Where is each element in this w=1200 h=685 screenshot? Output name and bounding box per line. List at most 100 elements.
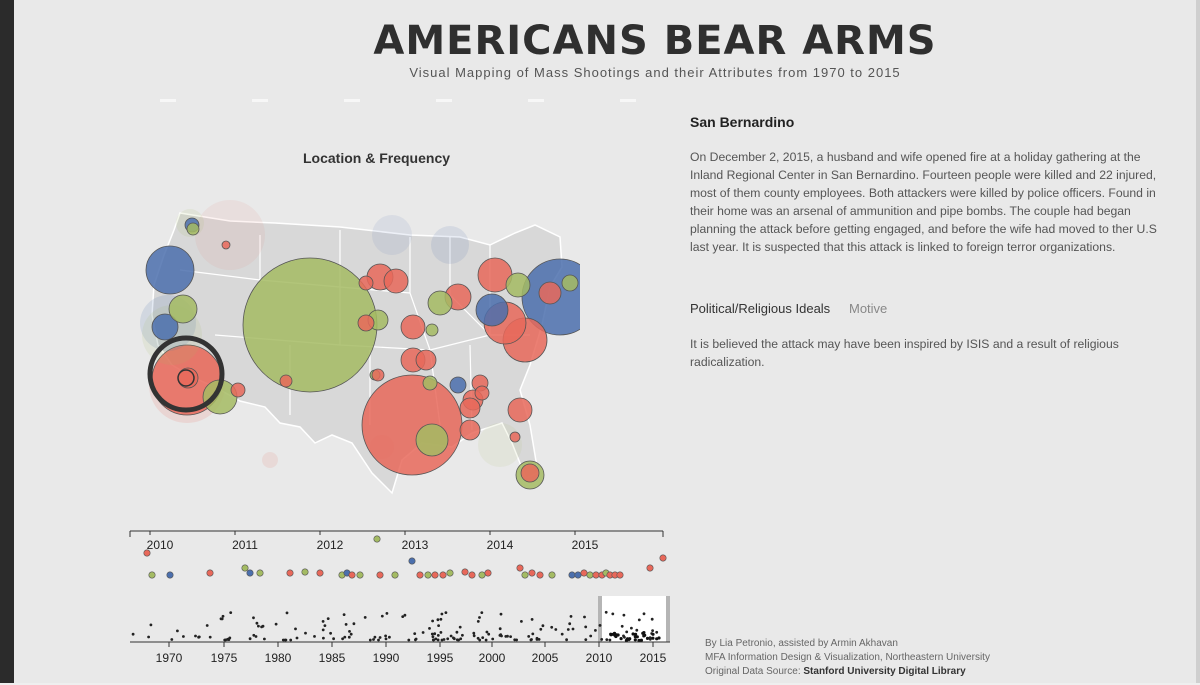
timeline-top-year-label: 2013: [402, 538, 429, 552]
timeline-incident-dot: [646, 564, 654, 572]
density-dot: [584, 625, 588, 629]
density-dot: [257, 624, 260, 628]
density-dot: [637, 618, 641, 622]
density-dot: [428, 627, 431, 630]
nav-dash-1[interactable]: [160, 99, 176, 102]
density-dot: [478, 616, 481, 619]
density-dot: [260, 625, 263, 629]
timeline-density-dots: [131, 610, 661, 643]
nav-dash-2[interactable]: [252, 99, 268, 102]
density-dot: [637, 638, 641, 643]
credits-program: MFA Information Design & Visualization, …: [705, 652, 990, 663]
density-dot: [550, 625, 554, 629]
timeline-incident-dot: [241, 564, 249, 572]
density-dot: [304, 631, 307, 635]
timeline-incident-dot: [356, 571, 364, 579]
density-dot: [491, 637, 495, 641]
us-bubble-map[interactable]: [110, 175, 599, 520]
timeline-top-year-label: 2015: [572, 538, 599, 552]
density-dot: [481, 636, 485, 639]
density-dot: [478, 638, 482, 642]
shooting-bubbles[interactable]: [140, 200, 599, 490]
page-subtitle: Visual Mapping of Mass Shootings and the…: [409, 65, 901, 80]
shooting-bubble: [383, 268, 409, 294]
window-frame-left: [0, 0, 14, 683]
timeline-incident-dot: [424, 571, 432, 579]
density-dot: [650, 617, 654, 621]
nav-dash-5[interactable]: [528, 99, 544, 102]
shooting-bubble: [279, 374, 293, 388]
density-dot: [433, 632, 437, 636]
shooting-bubble: [538, 281, 562, 305]
density-dot: [631, 632, 635, 636]
density-dot: [344, 623, 348, 626]
shooting-bubble: [507, 397, 533, 423]
timeline-incident-dot: [439, 571, 447, 579]
timeline-incident-dot: [206, 569, 214, 577]
density-dot: [611, 612, 615, 616]
shooting-bubble: [372, 215, 412, 255]
shooting-bubble: [415, 423, 449, 457]
timeline-incident-dot: [586, 571, 594, 579]
timeline-dot-row[interactable]: [143, 535, 667, 579]
brush-handle-left[interactable]: [598, 596, 602, 642]
timeline-incident-dot: [166, 571, 174, 579]
nav-dash-6[interactable]: [620, 99, 636, 102]
nav-dash-3[interactable]: [344, 99, 360, 102]
density-dot: [343, 635, 347, 639]
density-dot: [530, 618, 534, 621]
timeline-bottom-year-label: 1985: [319, 651, 346, 665]
density-dot: [634, 632, 638, 636]
density-dot: [446, 637, 450, 641]
timeline-incident-dot: [484, 569, 492, 577]
density-dot: [645, 636, 650, 640]
density-dot: [620, 624, 624, 628]
density-dot: [436, 634, 440, 637]
shooting-bubble: [431, 226, 469, 264]
density-dot: [625, 637, 629, 641]
ideals-tab[interactable]: Political/Religious Ideals: [690, 301, 831, 316]
shooting-bubble: [425, 323, 439, 337]
timeline-bottom-axis: 1970 1975 1980 1985 1990 1995 2000 2005 2010 2015: [130, 641, 670, 665]
shooting-bubble: [505, 272, 531, 298]
data-source-link[interactable]: Stanford University Digital Library: [803, 666, 966, 677]
density-dot: [323, 624, 327, 627]
density-dot: [487, 632, 491, 636]
density-dot: [455, 638, 459, 642]
density-dot: [380, 614, 384, 618]
shooting-bubble: [415, 349, 437, 371]
density-dot: [648, 636, 652, 639]
density-dot: [531, 632, 535, 636]
nav-dash-4[interactable]: [436, 99, 452, 102]
shooting-bubble: [509, 431, 521, 443]
shooting-bubble: [520, 463, 540, 483]
density-dot: [322, 636, 325, 640]
motive-tab[interactable]: Motive: [849, 301, 888, 316]
density-dot: [472, 634, 476, 638]
density-dot: [252, 633, 256, 637]
density-dot: [255, 621, 259, 625]
shooting-bubble: [151, 313, 179, 341]
timeline-incident-dot: [431, 571, 439, 579]
density-dot: [221, 614, 225, 618]
density-dot: [436, 618, 440, 622]
density-dot: [642, 612, 646, 616]
density-dot: [628, 637, 632, 641]
timeline-panel[interactable]: 2010 2011 2012 2013 2014 2015 1970 1975 1980 198…: [120, 520, 680, 680]
brush-handle-right[interactable]: [666, 596, 670, 642]
timeline-bottom-year-label: 1990: [373, 651, 400, 665]
density-dot: [274, 622, 278, 626]
timeline-incident-dot: [521, 571, 529, 579]
selected-incident-marker: [177, 369, 195, 387]
density-dot: [657, 636, 661, 640]
shooting-bubble: [242, 257, 378, 393]
density-dot: [182, 635, 185, 638]
density-dot: [437, 624, 440, 627]
shooting-bubble: [145, 245, 195, 295]
density-dot: [228, 636, 232, 640]
timeline-bottom-year-label: 2000: [479, 651, 506, 665]
density-dot: [608, 638, 612, 642]
density-dot: [614, 634, 618, 639]
density-dot: [208, 635, 212, 639]
density-dot: [378, 636, 382, 639]
